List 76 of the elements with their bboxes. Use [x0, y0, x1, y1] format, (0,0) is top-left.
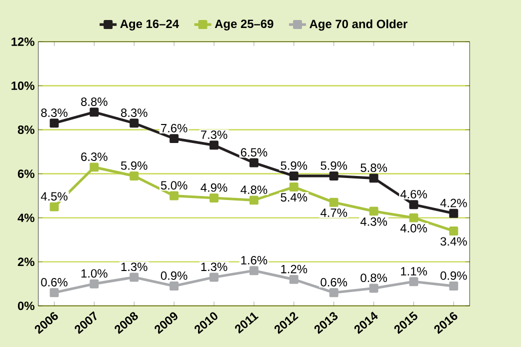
data-label: 1.3%: [121, 262, 148, 272]
data-label: 8.8%: [81, 98, 108, 106]
point: [90, 108, 99, 117]
data-label: 4.2%: [440, 198, 467, 208]
y-tick-label: 8%: [18, 126, 34, 134]
y-tick-label: 10%: [12, 82, 34, 90]
y-tick-label: 6%: [18, 170, 34, 178]
data-label: 5.8%: [360, 164, 387, 172]
point: [329, 288, 338, 298]
data-label: 6.3%: [81, 152, 108, 162]
data-label: 3.4%: [440, 237, 467, 246]
point: [130, 172, 139, 180]
legend-label: Age 16–24: [120, 20, 179, 30]
y-tick-label: 12%: [12, 38, 34, 46]
data-label: 5.9%: [120, 161, 148, 170]
point: [449, 282, 458, 291]
point: [170, 134, 179, 144]
legend-label: Age 25–69: [214, 20, 274, 30]
point: [50, 202, 59, 212]
point: [409, 200, 418, 210]
point: [170, 191, 179, 200]
point: [210, 140, 218, 150]
point: [210, 272, 218, 282]
point: [50, 118, 59, 128]
point: [329, 198, 338, 207]
data-label: 0.6%: [41, 278, 68, 286]
point: [409, 213, 418, 222]
data-label: 1.2%: [281, 264, 308, 274]
data-label: 8.3%: [41, 108, 68, 117]
point: [210, 194, 218, 202]
data-label: 4.8%: [240, 186, 268, 194]
data-label: 5.0%: [160, 181, 188, 190]
data-label: 0.6%: [320, 278, 348, 286]
point: [289, 274, 298, 284]
data-label: 0.8%: [360, 274, 387, 282]
data-label: 4.5%: [40, 192, 68, 201]
data-label: 1.0%: [81, 269, 108, 278]
point: [249, 158, 258, 168]
data-label: 1.1%: [401, 267, 427, 276]
data-label: 0.9%: [440, 271, 467, 280]
data-label: 1.6%: [241, 256, 268, 264]
data-label: 5.9%: [280, 161, 308, 170]
data-label: 5.9%: [320, 161, 348, 170]
point: [90, 162, 99, 172]
legend-label: Age 70 and Older: [310, 19, 408, 31]
data-label: 7.3%: [201, 130, 228, 139]
point: [130, 118, 139, 128]
point: [90, 279, 99, 288]
point: [289, 172, 298, 180]
data-label: 0.9%: [160, 271, 188, 280]
data-label: 4.0%: [400, 224, 427, 232]
data-label: 8.3%: [121, 108, 148, 117]
data-label: 4.7%: [320, 208, 348, 217]
point: [369, 284, 378, 293]
point: [289, 182, 298, 192]
point: [130, 272, 139, 282]
data-label: 4.6%: [400, 190, 427, 198]
y-tick-label: 0%: [18, 302, 34, 310]
point: [329, 172, 338, 180]
point: [249, 196, 258, 205]
point: [170, 282, 179, 291]
data-label: 6.5%: [240, 148, 268, 157]
data-label: 5.4%: [280, 193, 308, 202]
point: [369, 174, 378, 183]
y-tick-label: 2%: [18, 258, 34, 266]
data-label: 7.6%: [161, 124, 188, 132]
point: [449, 226, 458, 236]
y-tick-label: 4%: [18, 214, 34, 222]
data-label: 4.9%: [200, 183, 228, 192]
data-label: 1.3%: [201, 262, 228, 272]
data-label: 4.3%: [360, 217, 387, 226]
point: [409, 277, 418, 286]
point: [50, 288, 59, 298]
point: [249, 266, 258, 276]
point: [449, 208, 458, 218]
point: [369, 206, 378, 216]
